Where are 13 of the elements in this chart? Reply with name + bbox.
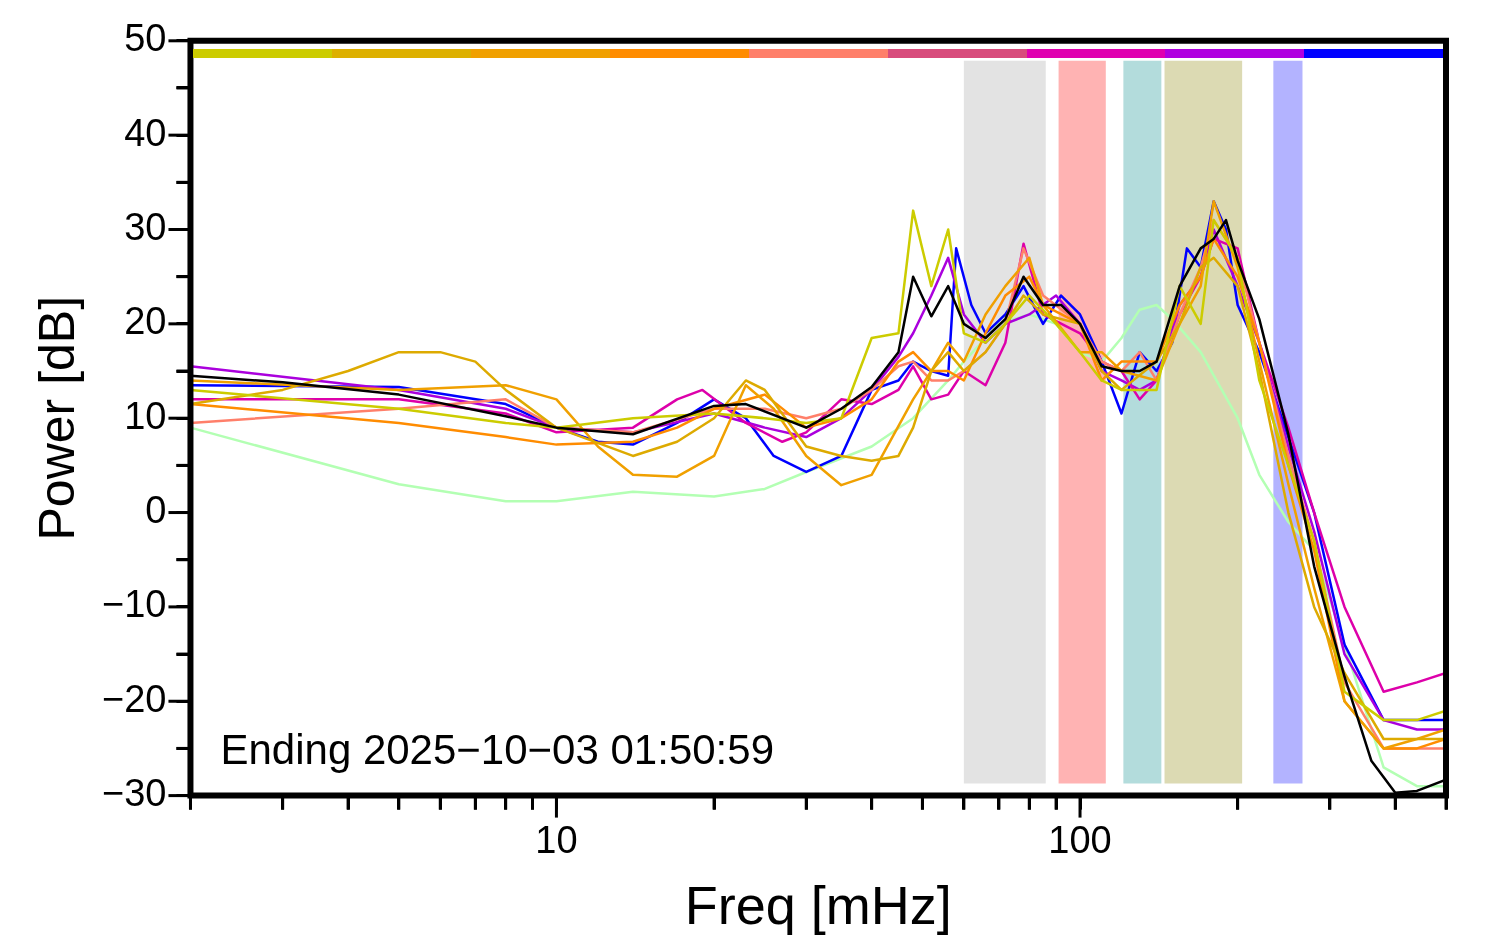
y-tick-label: 30 <box>124 205 167 248</box>
y-tick-label: 40 <box>124 111 167 154</box>
y-tick-label: −10 <box>101 583 167 626</box>
y-tick-label: −20 <box>101 677 167 720</box>
annotation: Ending 2025−10−03 01:50:59 <box>220 726 774 774</box>
y-tick-label: 10 <box>124 394 167 437</box>
y-axis-title: Power [dB] <box>28 295 85 541</box>
y-tick-label: 50 <box>124 17 167 60</box>
y-tick-label: 0 <box>145 489 167 532</box>
y-tick-label: −30 <box>101 772 167 815</box>
x-tick-label: 100 <box>1048 818 1112 861</box>
x-axis-title: Freq [mHz] <box>684 875 952 936</box>
y-tick-label: 20 <box>124 300 167 343</box>
